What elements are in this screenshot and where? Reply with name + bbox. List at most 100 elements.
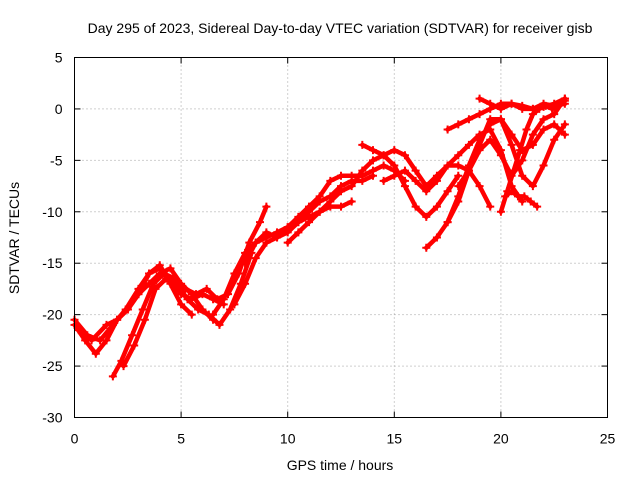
data-point <box>128 331 137 340</box>
tick-layer: 0 5 10 15 20 25 5 0 -5 -10 -15 -20 -25 -30 <box>42 50 615 447</box>
data-point <box>230 269 239 278</box>
data-point <box>443 187 452 196</box>
data-point <box>554 99 563 108</box>
data-point <box>183 295 192 304</box>
data-point <box>539 115 548 124</box>
y-tick-label: -25 <box>42 358 62 374</box>
data-point <box>390 161 399 170</box>
x-tick-label: 0 <box>71 431 79 447</box>
data-point <box>411 202 420 211</box>
series-layer <box>70 94 569 381</box>
data-point <box>501 192 510 201</box>
data-point <box>533 202 542 211</box>
data-point <box>432 233 441 242</box>
data-point <box>528 182 537 191</box>
data-point <box>443 125 452 134</box>
data-point <box>91 349 100 358</box>
data-point <box>486 115 495 124</box>
data-point <box>464 166 473 175</box>
data-point <box>507 187 516 196</box>
x-tick-label: 10 <box>280 431 296 447</box>
data-point <box>219 295 228 304</box>
data-point <box>166 264 175 273</box>
data-point <box>443 218 452 227</box>
data-point <box>337 187 345 196</box>
data-point <box>411 166 420 175</box>
data-point <box>422 187 431 196</box>
y-axis-label: SDTVAR / TECUs <box>6 182 22 294</box>
data-point <box>422 212 431 221</box>
data-point <box>496 151 505 160</box>
data-point <box>550 110 559 119</box>
data-point <box>134 290 143 299</box>
data-point <box>475 140 484 149</box>
data-point <box>347 182 356 191</box>
data-point <box>390 171 399 180</box>
series-pass-11 <box>379 125 527 206</box>
data-point <box>454 161 463 170</box>
data-point <box>315 192 324 201</box>
data-point <box>230 300 239 309</box>
data-point <box>541 101 550 110</box>
data-point <box>96 336 105 345</box>
data-point <box>507 99 516 108</box>
data-point <box>400 182 409 191</box>
data-point <box>251 238 260 247</box>
data-point <box>560 130 569 139</box>
series-pass-9 <box>283 151 463 247</box>
data-point <box>454 171 463 180</box>
data-point <box>347 171 356 180</box>
chart-title: Day 295 of 2023, Sidereal Day-to-day VTE… <box>88 20 593 36</box>
data-point <box>464 140 473 149</box>
data-point <box>454 192 463 201</box>
series-pass-18 <box>454 115 569 191</box>
series-line <box>381 127 525 204</box>
data-point <box>486 99 495 108</box>
data-point <box>262 238 271 247</box>
y-tick-label: -15 <box>42 255 62 271</box>
data-point <box>108 372 117 381</box>
data-point <box>539 125 548 134</box>
data-point <box>464 115 473 124</box>
data-point <box>368 166 377 175</box>
data-point <box>102 320 111 329</box>
data-point <box>432 176 441 185</box>
data-point <box>390 146 399 155</box>
data-point <box>194 305 203 314</box>
data-point <box>241 248 250 257</box>
data-point <box>379 151 388 160</box>
x-tick-label: 5 <box>177 431 185 447</box>
data-point <box>486 135 495 144</box>
data-point <box>518 156 527 165</box>
x-tick-label: 20 <box>493 431 509 447</box>
data-point <box>475 94 484 103</box>
data-point <box>283 223 292 232</box>
data-point <box>550 120 559 129</box>
data-point <box>226 305 235 314</box>
data-point <box>140 315 149 324</box>
data-point <box>522 125 531 134</box>
data-point <box>172 279 181 288</box>
data-point <box>496 104 505 113</box>
y-tick-label: -5 <box>50 152 63 168</box>
data-point <box>454 120 463 129</box>
data-point <box>368 156 377 165</box>
data-point <box>294 212 303 221</box>
data-point <box>162 274 171 283</box>
y-tick-label: 5 <box>55 50 63 66</box>
data-point <box>273 233 282 242</box>
data-point <box>443 161 452 170</box>
data-point <box>496 207 505 216</box>
data-point <box>138 305 147 314</box>
data-point <box>215 320 224 329</box>
data-point <box>262 202 271 211</box>
y-tick-label: -30 <box>42 410 62 426</box>
data-point <box>326 176 335 185</box>
data-point <box>315 207 324 216</box>
data-point <box>535 104 544 113</box>
y-tick-label: -10 <box>42 204 62 220</box>
data-point <box>411 176 420 185</box>
data-point <box>145 269 154 278</box>
data-point <box>255 218 264 227</box>
data-point <box>119 362 128 371</box>
